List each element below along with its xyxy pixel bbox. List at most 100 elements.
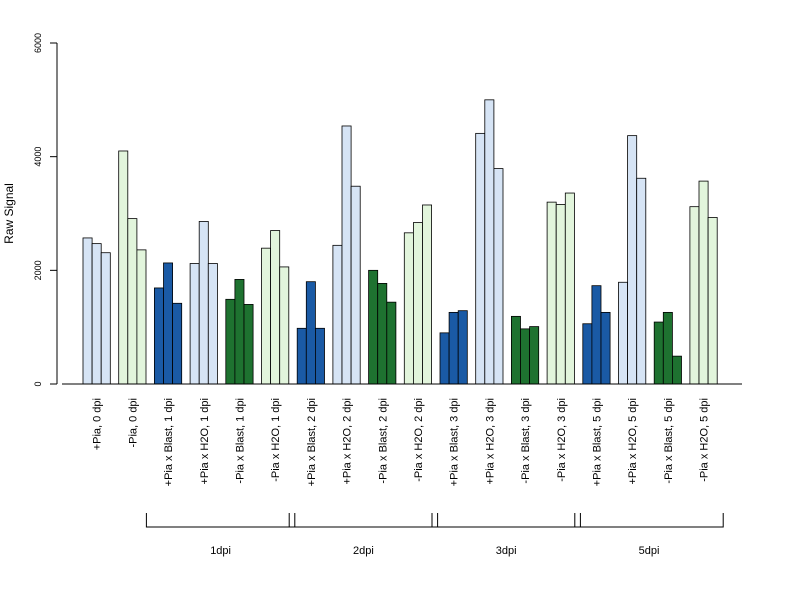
bar (457, 310, 468, 385)
group-bracket: 2dpi (288, 513, 439, 557)
category-label: +Pia x Blast, 5 dpi (591, 398, 603, 486)
bar (618, 281, 629, 385)
bar (314, 327, 325, 385)
category-label: -Pia x H2O, 2 dpi (413, 398, 425, 482)
bracket-line (431, 513, 581, 528)
bar (207, 263, 218, 385)
bar-group (332, 125, 361, 385)
bar (600, 311, 611, 385)
bar (91, 243, 102, 385)
bars (82, 99, 718, 385)
bar (672, 355, 682, 385)
bar (627, 135, 638, 385)
category-label: +Pia, 0 dpi (92, 398, 104, 450)
bar (163, 262, 174, 385)
group-label: 1dpi (210, 545, 231, 557)
bar (198, 221, 209, 385)
bar-group (225, 279, 254, 385)
category-label: +Pia x Blast, 3 dpi (449, 398, 461, 486)
category-label: -Pia x Blast, 1 dpi (234, 398, 246, 484)
bar (172, 302, 183, 385)
bar-group (189, 221, 218, 385)
bar (689, 206, 700, 385)
bar (475, 132, 486, 385)
group-bracket: 1dpi (145, 513, 296, 557)
bar (520, 328, 531, 385)
y-tick-label: 2000 (33, 260, 43, 280)
bar-group (618, 135, 647, 385)
bar (261, 247, 272, 385)
bar (153, 287, 164, 385)
bar (653, 321, 664, 385)
bar (403, 232, 414, 385)
category-label: +Pia x H2O, 1 dpi (199, 398, 211, 485)
bar-group (296, 281, 325, 385)
bar (332, 244, 343, 385)
group-brackets: 1dpi 2dpi 3dpi 5dpi (145, 513, 724, 557)
bracket-line (145, 513, 296, 528)
bar-group (475, 99, 504, 385)
bar (377, 283, 388, 385)
category-label: -Pia x Blast, 3 dpi (520, 398, 532, 484)
group-bracket: 5dpi (574, 513, 724, 557)
category-label: -Pia, 0 dpi (127, 398, 139, 448)
category-label: -Pia x H2O, 1 dpi (270, 398, 282, 482)
y-axis-label: Raw Signal (2, 183, 16, 244)
category-label: +Pia x H2O, 5 dpi (627, 398, 639, 485)
bar (368, 269, 379, 385)
y-tick-label: 0 (33, 381, 43, 386)
y-tick-label: 4000 (33, 147, 43, 167)
y-axis: 0 2000 4000 6000 (33, 33, 58, 387)
bar (564, 192, 575, 385)
bar (136, 249, 147, 385)
bracket-line (288, 513, 439, 528)
bar-group (510, 315, 540, 385)
bar-group (546, 192, 575, 385)
bar (82, 237, 93, 385)
bar (225, 298, 236, 385)
bar (707, 217, 718, 385)
bar (127, 218, 138, 385)
bar (386, 301, 397, 385)
category-label: +Pia x H2O, 3 dpi (484, 398, 496, 485)
bar-group (153, 262, 183, 385)
bar (439, 332, 450, 385)
bar-group (439, 310, 468, 385)
bar (305, 281, 316, 385)
category-label: +Pia x Blast, 2 dpi (306, 398, 318, 486)
bar (591, 285, 602, 385)
bar (350, 185, 361, 385)
category-label: -Pia x Blast, 5 dpi (663, 398, 675, 484)
bar (662, 311, 673, 385)
category-label: -Pia x H2O, 3 dpi (556, 398, 568, 482)
bar (234, 279, 245, 385)
bar (118, 150, 129, 385)
bar (422, 204, 433, 385)
bar (279, 266, 290, 385)
bar (341, 125, 352, 385)
bar (493, 168, 504, 385)
bar-group (82, 237, 111, 385)
bar-group (261, 230, 290, 385)
bar-group (689, 180, 718, 385)
bar (636, 177, 647, 385)
bar (189, 263, 200, 385)
category-label: +Pia x H2O, 2 dpi (342, 398, 354, 485)
group-label: 2dpi (353, 545, 374, 557)
category-label: -Pia x H2O, 5 dpi (699, 398, 711, 482)
bracket-line (574, 513, 724, 528)
bar (243, 304, 254, 385)
category-label: -Pia x Blast, 2 dpi (377, 398, 389, 484)
category-label: +Pia x Blast, 1 dpi (163, 398, 175, 486)
bar-group (368, 269, 397, 385)
group-bracket: 3dpi (431, 513, 581, 557)
bar-group (118, 150, 147, 385)
bar-group (403, 204, 433, 385)
bar-group (582, 285, 611, 385)
bar (698, 180, 709, 385)
bar (270, 230, 281, 385)
bar (448, 311, 459, 385)
y-tick-label: 6000 (33, 33, 43, 53)
bar (555, 204, 566, 385)
